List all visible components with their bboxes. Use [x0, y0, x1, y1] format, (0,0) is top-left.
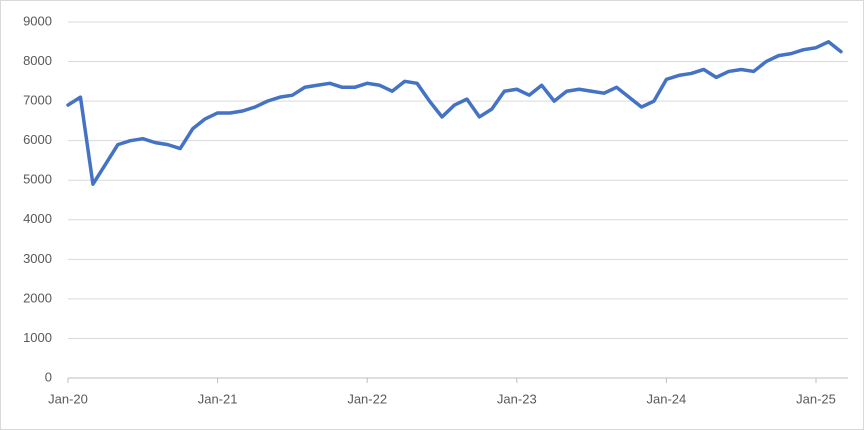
y-tick-label: 5000 [23, 172, 52, 187]
y-tick-label: 0 [45, 369, 52, 384]
y-tick-label: 3000 [23, 251, 52, 266]
y-tick-label: 1000 [23, 330, 52, 345]
y-tick-label: 8000 [23, 53, 52, 68]
x-tick-label: Jan-22 [347, 391, 387, 406]
y-tick-label: 4000 [23, 211, 52, 226]
x-tick-label: Jan-21 [198, 391, 238, 406]
y-tick-label: 9000 [23, 13, 52, 28]
y-tick-label: 2000 [23, 290, 52, 305]
x-tick-label: Jan-20 [48, 391, 88, 406]
line [66, 40, 843, 186]
y-tick-label: 6000 [23, 132, 52, 147]
x-tick-label: Jan-24 [647, 391, 687, 406]
y-tick-label: 7000 [23, 93, 52, 108]
x-tick-label: Jan-23 [497, 391, 537, 406]
x-tick-label: Jan-25 [796, 391, 836, 406]
